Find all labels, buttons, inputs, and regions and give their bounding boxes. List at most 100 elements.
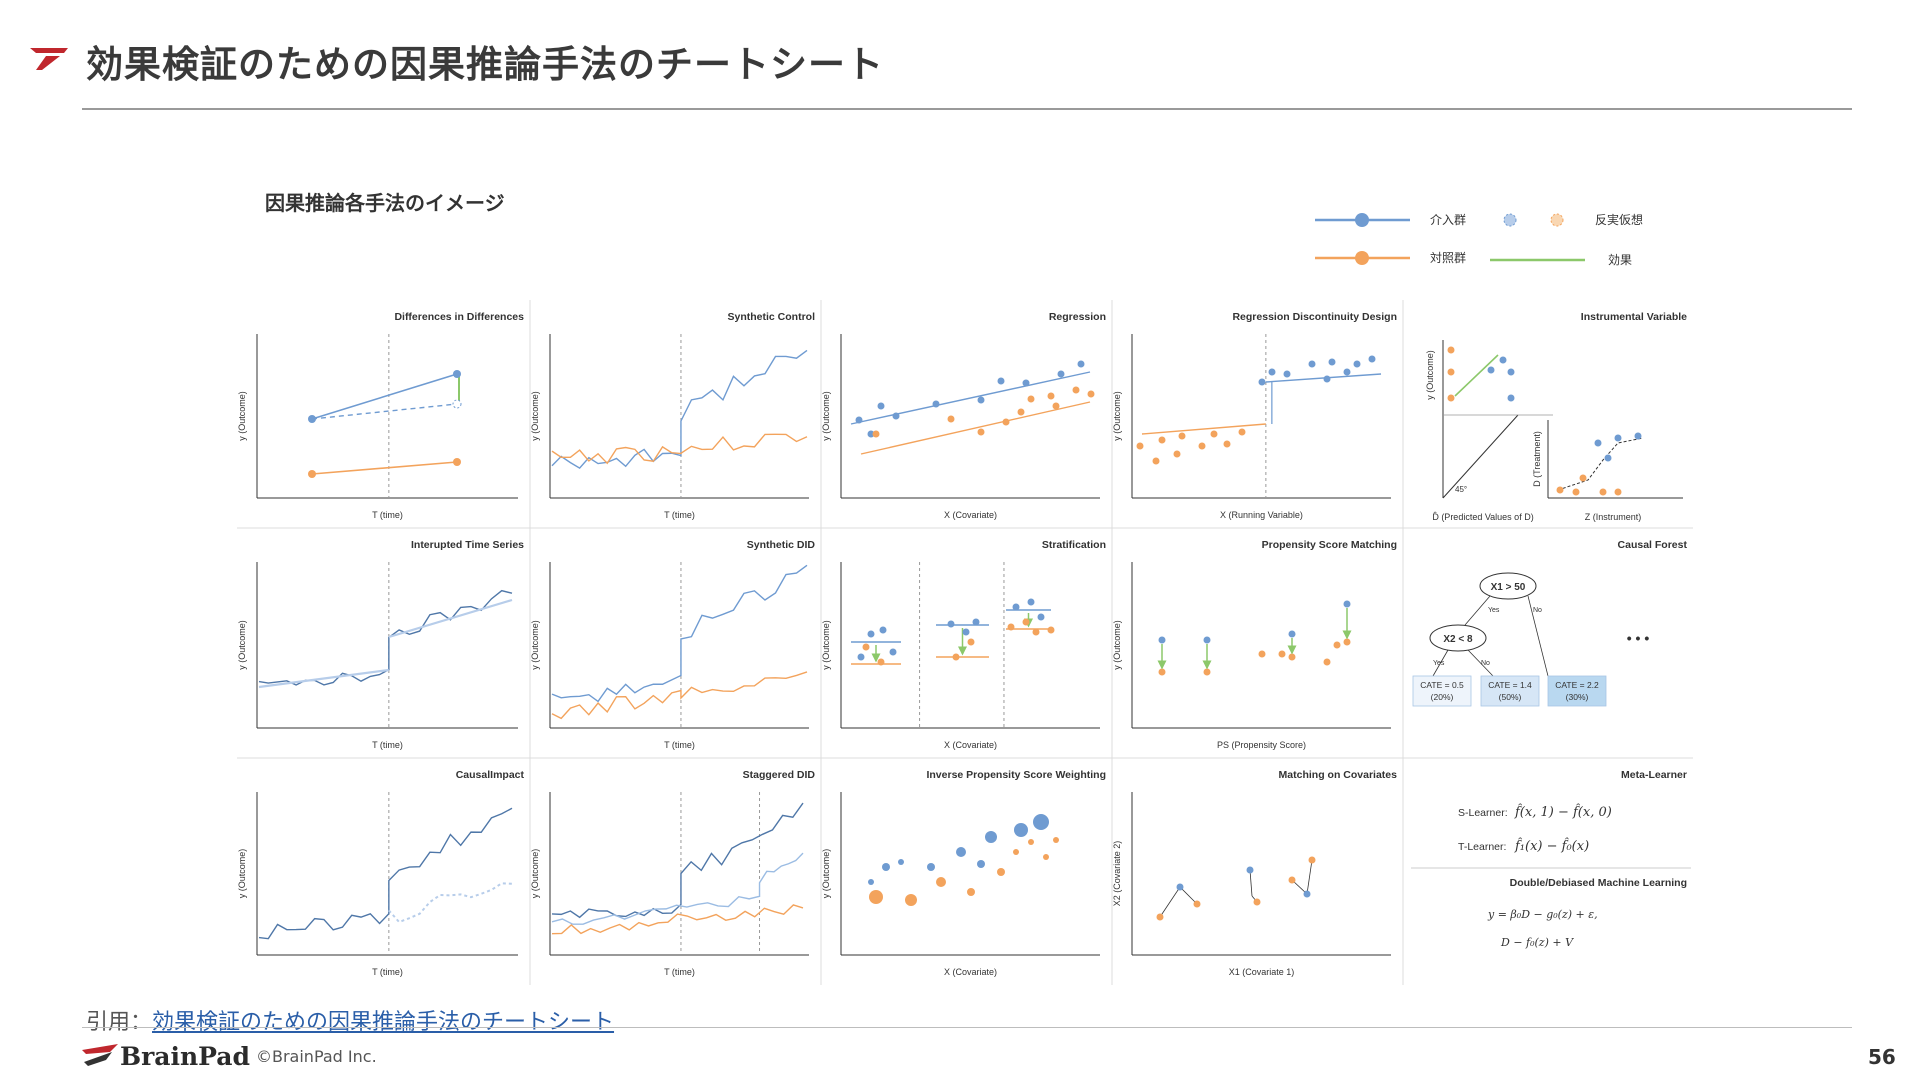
treated-point: [1033, 814, 1049, 830]
legend-treated: 介入群: [1430, 213, 1466, 227]
treated-point: [879, 626, 887, 634]
x-axis-label: PS (Propensity Score): [1217, 740, 1306, 750]
treated-point: [1246, 866, 1254, 874]
treated-point: [1308, 360, 1316, 368]
treated-point: [1203, 636, 1211, 644]
control-point: [1156, 913, 1164, 921]
post-trend: [388, 598, 513, 639]
control-point: [952, 653, 960, 661]
panel-title: Synthetic Control: [727, 311, 815, 323]
citation-link[interactable]: 効果検証のための因果推論手法のチートシート: [152, 1010, 615, 1035]
treated-point: [1027, 598, 1035, 606]
brand-name: BrainPad: [120, 1042, 250, 1070]
control-point: [1258, 650, 1266, 658]
edge-yes: Yes: [1488, 607, 1500, 614]
panel-title: Instrumental Variable: [1581, 311, 1687, 323]
treated-point: [947, 620, 955, 628]
edge-no: No: [1481, 660, 1490, 667]
control-point: [1579, 474, 1587, 482]
y-axis-label: y (Outcome): [1112, 620, 1122, 670]
pre-trend: [258, 668, 389, 689]
edge-yes: Yes: [1433, 660, 1445, 667]
panel-synthetic-did: Synthetic DID T (time) y (Outcome): [530, 539, 815, 750]
treated-point: [867, 630, 875, 638]
y-axis-label: X2 (Covariate 2): [1112, 841, 1122, 907]
panel-regression-discontinuity-design: Regression Discontinuity Design X (Runnin…: [1112, 311, 1397, 520]
control-point: [877, 658, 885, 666]
panel-matching-on-covariates: Matching on Covariates X1 (Covariate 1) X2…: [1112, 769, 1397, 977]
treated-point: [1487, 366, 1495, 374]
match-line: [1159, 886, 1181, 918]
control-point: [1158, 668, 1166, 676]
control-fit: [1141, 423, 1266, 435]
cate-leaf: [1547, 675, 1607, 707]
treated-point: [889, 648, 897, 656]
panel-inverse-propensity-score-weighting: Inverse Propensity Score Weighting X (Cov…: [821, 769, 1106, 977]
early-treated-line: [551, 802, 804, 919]
treated-point: [1176, 883, 1184, 891]
panel-meta-learner: Meta-Learner S-Learner: f̂(x, 1) − f̂(x, 0…: [1411, 769, 1691, 949]
control-point: [1253, 898, 1261, 906]
panel-instrumental-variable: Instrumental Variable y (Outcome) D̂ (Pred…: [1425, 311, 1687, 522]
treated-point: [1353, 360, 1361, 368]
control-line: [551, 433, 808, 465]
control-point: [1178, 432, 1186, 440]
control-fit: [860, 401, 1091, 455]
control-point: [453, 458, 461, 466]
cate-share: (20%): [1431, 692, 1454, 702]
treated-point: [985, 831, 997, 843]
cate-value: CATE = 1.4: [1488, 680, 1532, 690]
treated-point: [972, 618, 980, 626]
y-axis-label: y (Outcome): [1112, 391, 1122, 441]
dml-equation-1: y = β₀D − g₀(z) + ε,: [1487, 908, 1598, 921]
control-point: [1017, 408, 1025, 416]
treated-point: [1614, 434, 1622, 442]
panel-regression: Regression X (Covariate) y (Outcome): [821, 311, 1106, 520]
control-point: [1052, 402, 1060, 410]
control-point: [1223, 440, 1231, 448]
control-point: [1087, 390, 1095, 398]
treated-point: [927, 863, 935, 871]
causal-inference-figure: 因果推論各手法のイメージ 介入群 反実仮想 対照群 効果 Differences…: [237, 191, 1693, 985]
dml-title: Double/Debiased Machine Learning: [1510, 877, 1687, 889]
treated-point: [1077, 360, 1085, 368]
control-point: [1136, 442, 1144, 450]
s-learner-label: S-Learner:: [1458, 807, 1508, 819]
control-point: [947, 415, 955, 423]
counterfactual-point: [452, 399, 462, 409]
panel-title: Causal Forest: [1618, 539, 1688, 551]
control-point: [997, 868, 1005, 876]
treated-point: [857, 653, 865, 661]
y-axis-label: y (Outcome): [821, 620, 831, 670]
cate-leaf: [1480, 675, 1540, 707]
tree-edge: [1467, 649, 1494, 677]
x-axis-label: T (time): [372, 740, 403, 750]
cate-value: CATE = 0.5: [1420, 680, 1464, 690]
treated-point: [1037, 613, 1045, 621]
panel-title: Matching on Covariates: [1279, 769, 1398, 781]
s-learner-formula: f̂(x, 1) − f̂(x, 0): [1514, 803, 1612, 820]
treated-point: [1594, 439, 1602, 447]
panel-stratification: Stratification X (Covariate) y (Outcome): [821, 539, 1106, 750]
treated-point: [956, 847, 966, 857]
treated-fit: [1265, 373, 1382, 383]
x-axis-label: X (Covariate): [944, 740, 997, 750]
control-point: [1572, 488, 1580, 496]
treated-point: [892, 412, 900, 420]
treated-point: [1022, 379, 1030, 387]
control-point: [1027, 395, 1035, 403]
control-point: [1308, 856, 1316, 864]
panel-title: Differences in Differences: [394, 311, 524, 323]
treated-point: [1323, 375, 1331, 383]
control-point: [1556, 486, 1564, 494]
control-point: [308, 470, 316, 478]
edge-no: No: [1533, 607, 1542, 614]
counterfactual-line: [311, 403, 458, 420]
control-point: [1072, 386, 1080, 394]
x-axis-label: T (time): [372, 510, 403, 520]
treated-point: [855, 416, 863, 424]
control-point: [1447, 368, 1455, 376]
control-point: [1343, 638, 1351, 646]
control-point: [1022, 618, 1030, 626]
z-axis-label: Z (Instrument): [1585, 512, 1642, 522]
